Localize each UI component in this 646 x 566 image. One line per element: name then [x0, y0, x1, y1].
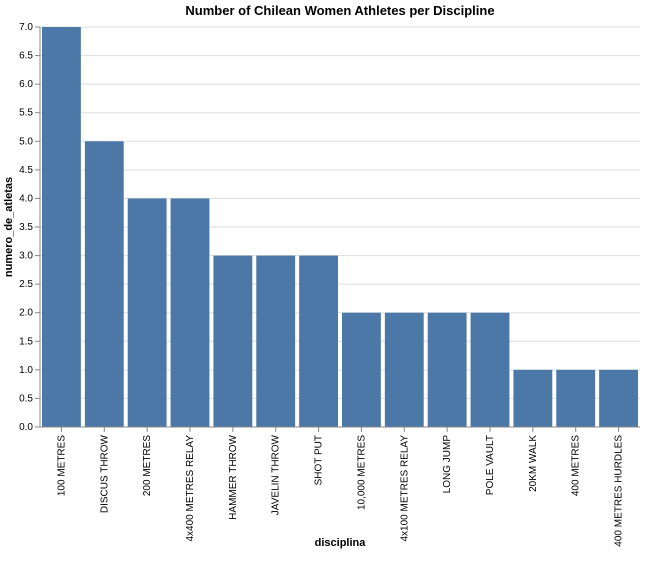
y-tick-label: 2.5	[19, 279, 33, 290]
bar	[599, 369, 638, 427]
chart-title: Number of Chilean Women Athletes per Dis…	[185, 3, 494, 18]
x-tick-label: 100 METRES	[56, 435, 67, 496]
bar	[384, 312, 424, 427]
y-tick-label: 0.5	[19, 393, 33, 404]
x-tick-label: DISCUS THROW	[99, 434, 110, 513]
bar	[299, 255, 338, 427]
y-tick-label: 7.0	[19, 22, 33, 33]
y-tick-label: 4.0	[19, 193, 33, 204]
x-axis-title: disciplina	[315, 537, 367, 549]
x-tick-label: SHOT PUT	[314, 435, 325, 485]
bar	[213, 255, 253, 427]
x-axis-ticks: 100 METRES DISCUS THROW 200 METRES 4x400 ME…	[56, 427, 625, 547]
y-tick-label: 2.0	[19, 308, 33, 319]
y-tick-label: 5.5	[19, 108, 33, 119]
bar	[42, 27, 81, 427]
bar	[84, 141, 124, 428]
x-tick-label: 400 METRES	[571, 435, 582, 496]
bar	[427, 312, 467, 427]
bar	[342, 312, 381, 427]
x-tick-label: LONG JUMP	[442, 435, 453, 494]
bar	[127, 198, 167, 427]
y-tick-label: 4.5	[19, 165, 33, 176]
bars	[42, 27, 638, 428]
bar	[256, 255, 296, 427]
x-tick-label: 20KM WALK	[528, 435, 539, 492]
x-tick-label: HAMMER THROW	[228, 434, 239, 519]
bar	[556, 369, 596, 427]
y-tick-label: 3.5	[19, 222, 33, 233]
x-tick-label: 10,000 METRES	[356, 435, 367, 510]
bar	[170, 198, 210, 427]
x-tick-label: POLE VAULT	[485, 435, 496, 495]
y-tick-label: 3.0	[19, 251, 33, 262]
y-tick-label: 1.0	[19, 365, 33, 376]
y-axis-title: numero_de_atletas	[3, 177, 15, 277]
x-tick-label: 4x100 METRES RELAY	[399, 435, 410, 542]
x-tick-label: JAVELIN THROW	[271, 434, 282, 515]
x-tick-label: 4x400 METRES RELAY	[185, 435, 196, 542]
x-tick-label: 400 METRES HURDLES	[614, 435, 625, 547]
y-tick-label: 0.0	[19, 422, 33, 433]
x-tick-label: 200 METRES	[142, 435, 153, 496]
y-axis-ticks: 0.0 0.5 1.0 1.5 2.0 2.5 3.0 3.5 4.0 4.5 5.0 5.5 6.0 6…	[19, 22, 40, 433]
y-tick-label: 6.0	[19, 79, 33, 90]
y-tick-label: 5.0	[19, 136, 33, 147]
bar	[470, 312, 510, 427]
y-tick-label: 6.5	[19, 51, 33, 62]
bar	[513, 369, 553, 427]
y-tick-label: 1.5	[19, 336, 33, 347]
